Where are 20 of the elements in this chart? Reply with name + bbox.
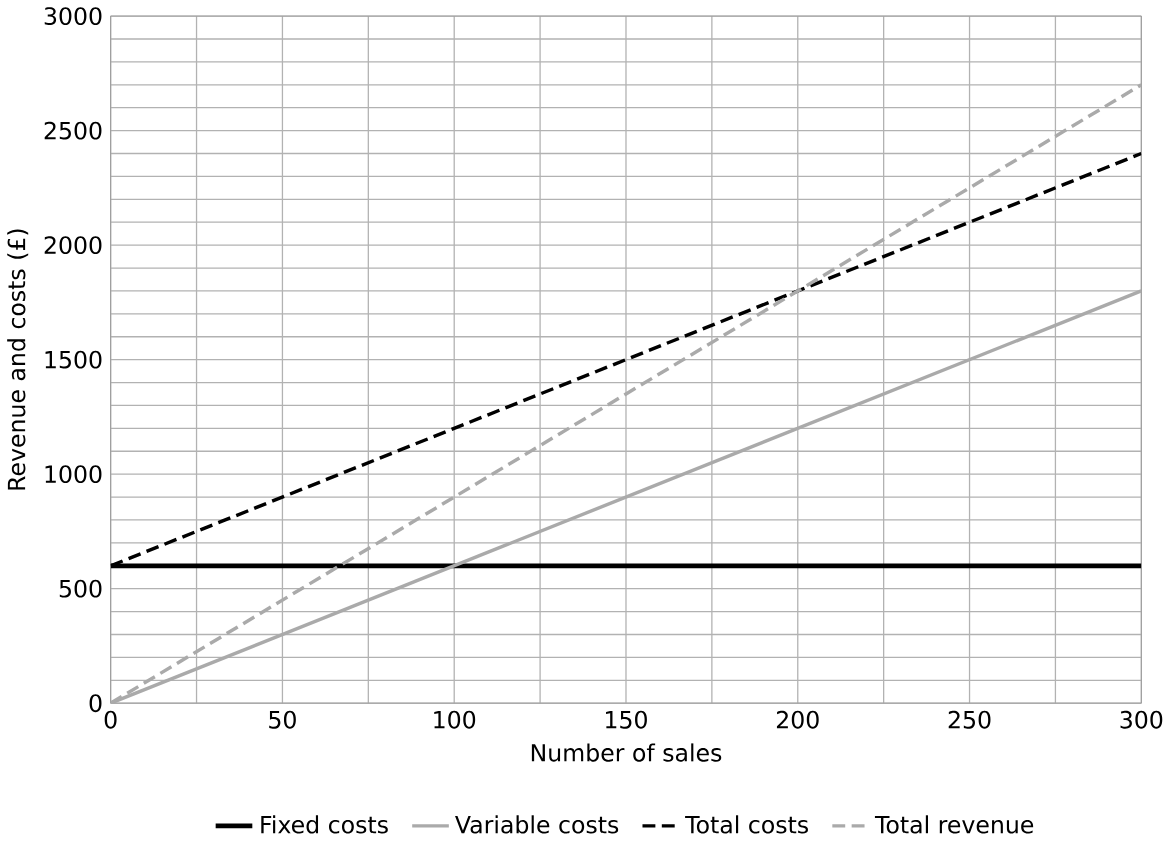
y-axis-title: Revenue and costs (£)	[7, 229, 29, 490]
y-tick-label: 0	[89, 694, 102, 713]
x-tick-label: 250	[948, 710, 991, 729]
y-tick-label: 500	[59, 579, 102, 598]
x-tick-label: 0	[104, 710, 117, 729]
legend-label: Variable costs	[455, 815, 619, 834]
legend-label: Fixed costs	[261, 815, 388, 834]
y-tick-label: 1500	[45, 350, 102, 369]
x-axis-title: Number of sales	[531, 743, 722, 762]
y-tick-label: 2500	[44, 121, 102, 140]
x-tick-label: 300	[1120, 710, 1163, 729]
x-tick-label: 200	[776, 710, 819, 729]
x-tick-label: 100	[434, 710, 476, 729]
x-tick-label: 150	[606, 710, 647, 729]
y-tick-label: 3000	[44, 7, 102, 25]
y-tick-label: 2000	[44, 236, 102, 255]
legend-label: Total revenue	[874, 815, 1034, 834]
legend-label: Total costs	[685, 815, 808, 834]
y-tick-label: 1000	[45, 465, 102, 484]
x-tick-label: 50	[269, 710, 296, 729]
